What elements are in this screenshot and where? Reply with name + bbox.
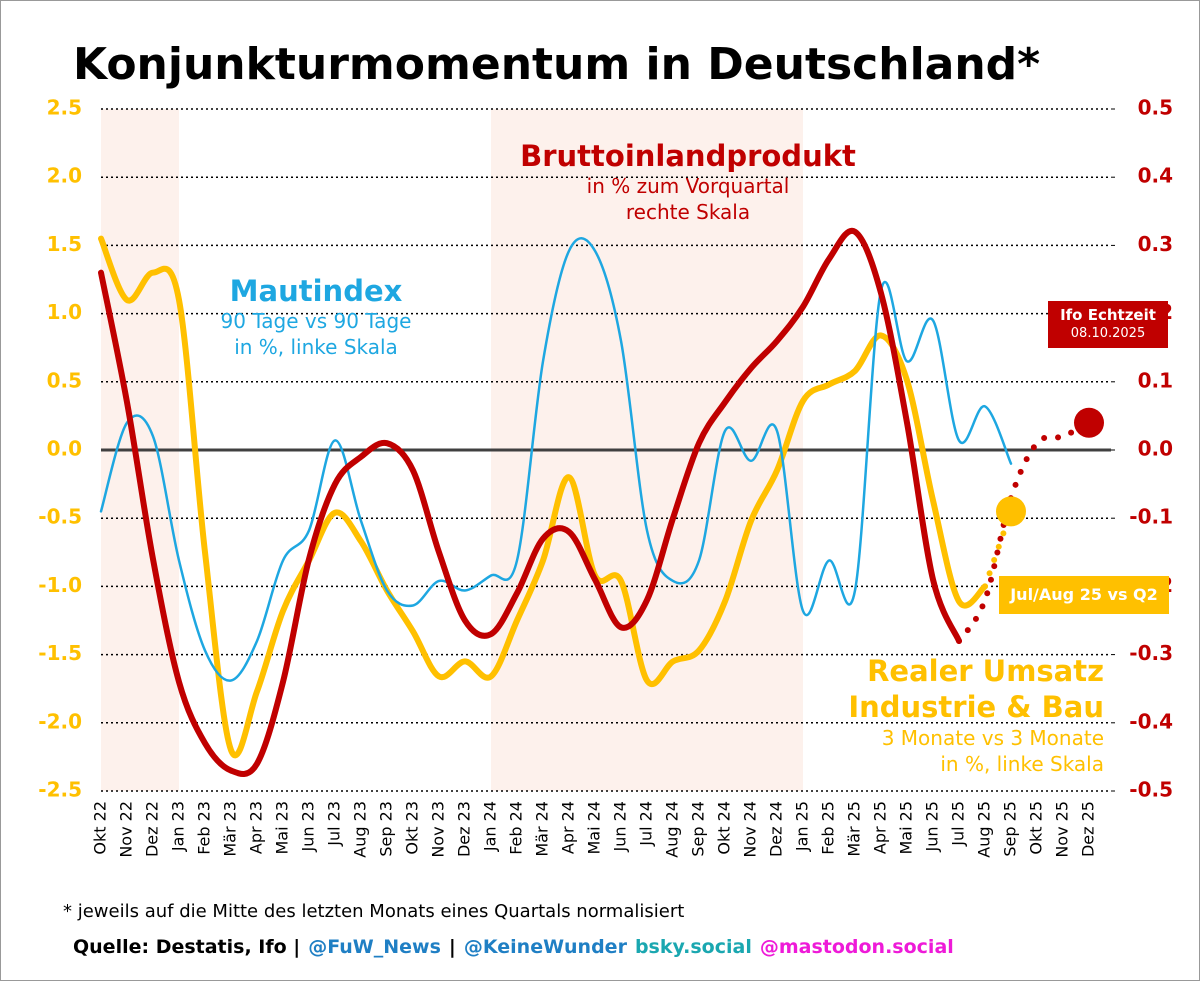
x-tick-label: Okt 25 bbox=[1027, 801, 1046, 855]
x-tick-label: Jun 25 bbox=[923, 801, 942, 852]
footnote: * jeweils auf die Mitte des letzten Mona… bbox=[63, 901, 685, 922]
x-tick-label: Jun 24 bbox=[611, 801, 630, 852]
x-tick-label: Okt 24 bbox=[715, 801, 734, 855]
x-tick-label: Okt 22 bbox=[91, 801, 110, 855]
series-description: 90 Tage vs 90 Tage bbox=[220, 309, 412, 333]
y-tick-label: -1.0 bbox=[38, 573, 82, 597]
y2-tick-label: 0.4 bbox=[1138, 164, 1173, 188]
source-line: Quelle: Destatis, Ifo | @FuW_News | @KeineW… bbox=[73, 936, 962, 958]
source-part: @mastodon.social bbox=[759, 936, 954, 958]
series-description: 3 Monate vs 3 Monate bbox=[881, 726, 1104, 750]
series-description: in %, linke Skala bbox=[940, 752, 1104, 776]
x-tick-label: Sep 25 bbox=[1001, 801, 1020, 857]
x-tick-label: Mai 25 bbox=[897, 801, 916, 855]
y2-tick-label: 0.1 bbox=[1138, 368, 1173, 392]
series-name: Realer Umsatz Industrie & Bau bbox=[848, 654, 1104, 724]
x-tick-label: Mai 23 bbox=[273, 801, 292, 855]
x-tick-label: Dez 25 bbox=[1079, 801, 1098, 857]
y-tick-label: -2.0 bbox=[38, 709, 82, 733]
x-tick-label: Jan 24 bbox=[481, 801, 500, 852]
y2-tick-label: 0.3 bbox=[1138, 232, 1173, 256]
x-tick-label: Feb 24 bbox=[507, 801, 526, 855]
y-tick-label: 1.0 bbox=[47, 300, 82, 324]
chart-title: Konjunkturmomentum in Deutschland* bbox=[73, 39, 1041, 90]
x-tick-label: Nov 22 bbox=[117, 801, 136, 858]
source-part: bsky.social bbox=[634, 936, 752, 958]
series-name: Mautindex bbox=[229, 274, 403, 308]
x-tick-label: Apr 23 bbox=[247, 801, 266, 854]
y-tick-label: -2.5 bbox=[38, 778, 82, 802]
x-tick-label: Jan 23 bbox=[169, 801, 188, 852]
annotation-title: Ifo Echtzeit bbox=[1060, 306, 1156, 324]
annotation-box: Ifo Echtzeit 08.10.2025 bbox=[1048, 301, 1168, 348]
series-description: in %, linke Skala bbox=[234, 335, 398, 359]
x-tick-label: Okt 23 bbox=[403, 801, 422, 855]
x-tick-label: Aug 23 bbox=[351, 801, 370, 858]
x-tick-label: Sep 23 bbox=[377, 801, 396, 857]
x-tick-label: Mär 24 bbox=[533, 801, 552, 857]
forecast-marker bbox=[1074, 407, 1104, 438]
y2-tick-label: -0.3 bbox=[1129, 641, 1173, 665]
x-tick-label: Nov 25 bbox=[1053, 801, 1072, 858]
y-tick-label: -0.5 bbox=[38, 505, 82, 529]
source-part: Quelle: Destatis, Ifo | bbox=[73, 936, 301, 958]
source-part: @FuW_News bbox=[308, 936, 441, 958]
series-line bbox=[99, 237, 1013, 682]
x-tick-label: Aug 24 bbox=[663, 801, 682, 858]
y2-tick-label: 0.5 bbox=[1138, 96, 1173, 120]
y2-tick-label: -0.4 bbox=[1129, 709, 1173, 733]
x-tick-label: Sep 24 bbox=[689, 801, 708, 857]
x-tick-label: Apr 24 bbox=[559, 801, 578, 854]
series-label: Realer Umsatz Industrie & Bau 3 Monate v… bbox=[801, 653, 1104, 777]
source-part: | bbox=[448, 936, 456, 958]
y-tick-label: 0.5 bbox=[47, 368, 82, 392]
x-tick-label: Dez 22 bbox=[143, 801, 162, 857]
x-tick-label: Dez 23 bbox=[455, 801, 474, 857]
x-tick-label: Jul 23 bbox=[325, 801, 344, 847]
x-tick-label: Mär 25 bbox=[845, 801, 864, 857]
series-label: Mautindex 90 Tage vs 90 Tage in %, linke… bbox=[151, 274, 481, 360]
forecast-line bbox=[982, 508, 1014, 590]
x-tick-label: Feb 25 bbox=[819, 801, 838, 855]
y2-tick-label: -0.5 bbox=[1129, 778, 1173, 802]
series-name: Bruttoinlandprodukt bbox=[520, 139, 856, 173]
y2-tick-label: -0.1 bbox=[1129, 505, 1173, 529]
x-tick-label: Dez 24 bbox=[767, 801, 786, 857]
series-description: in % zum Vorquartal bbox=[586, 174, 790, 198]
x-tick-label: Jun 23 bbox=[299, 801, 318, 852]
forecast-marker bbox=[996, 496, 1026, 527]
series-label: Bruttoinlandprodukt in % zum Vorquartal … bbox=[488, 139, 888, 225]
x-tick-label: Jul 25 bbox=[949, 801, 968, 847]
x-tick-label: Jan 25 bbox=[793, 801, 812, 852]
y-tick-label: 1.5 bbox=[47, 232, 82, 256]
series-description: rechte Skala bbox=[625, 200, 751, 224]
x-tick-label: Mär 23 bbox=[221, 801, 240, 857]
y2-tick-label: 0.0 bbox=[1138, 437, 1173, 461]
y-tick-label: 2.5 bbox=[47, 96, 82, 120]
source-part: @KeineWunder bbox=[463, 936, 627, 958]
y-tick-label: 0.0 bbox=[47, 437, 82, 461]
x-tick-label: Feb 23 bbox=[195, 801, 214, 855]
x-tick-label: Jul 24 bbox=[637, 801, 656, 847]
annotation-date: 08.10.2025 bbox=[1070, 326, 1146, 341]
series-line bbox=[98, 227, 962, 777]
x-tick-label: Apr 25 bbox=[871, 801, 890, 854]
x-tick-label: Nov 24 bbox=[741, 801, 760, 858]
x-tick-label: Aug 25 bbox=[975, 801, 994, 858]
y-tick-label: 2.0 bbox=[47, 164, 82, 188]
y-tick-label: -1.5 bbox=[38, 641, 82, 665]
x-tick-label: Mai 24 bbox=[585, 801, 604, 855]
annotation-box: Jul/Aug 25 vs Q2 bbox=[999, 576, 1169, 614]
x-tick-label: Nov 23 bbox=[429, 801, 448, 858]
series-line bbox=[98, 235, 988, 759]
